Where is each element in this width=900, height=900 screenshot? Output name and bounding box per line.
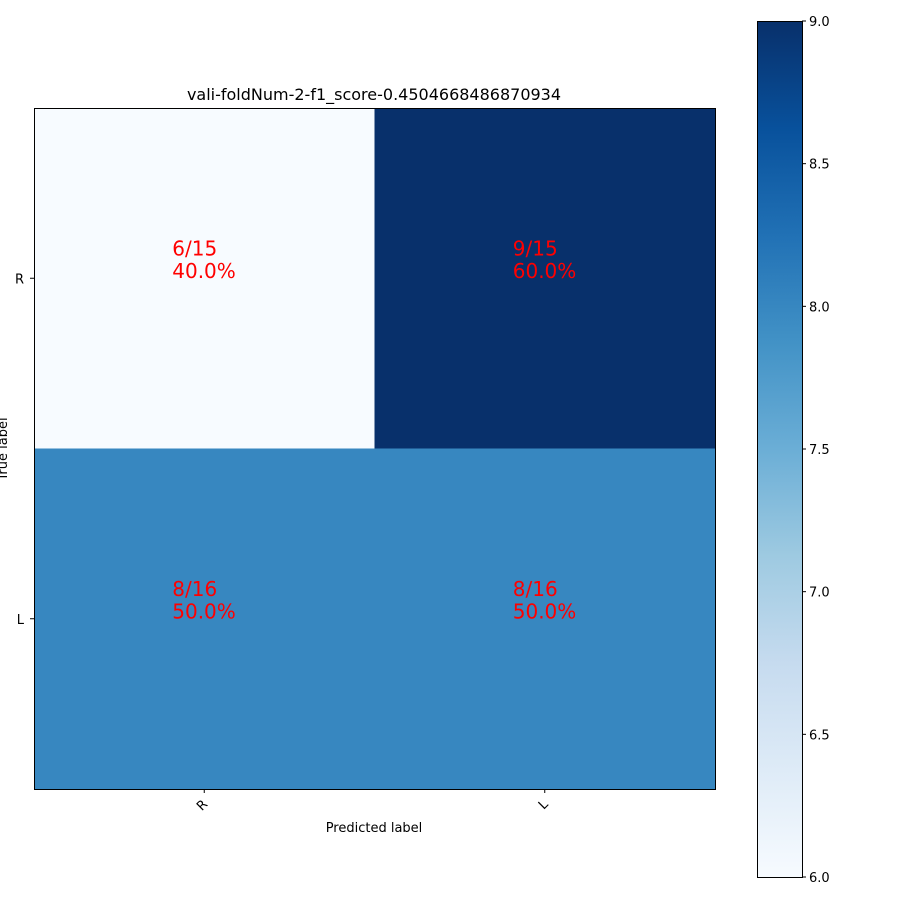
y-tick-label: R	[15, 272, 24, 287]
x-tick-label: L	[536, 797, 552, 813]
chart-title: vali-foldNum-2-f1_score-0.45046684868709…	[187, 85, 561, 105]
cell-annotation: 8/16 50.0%	[172, 577, 236, 624]
colorbar	[757, 21, 803, 878]
heatmap-cell	[374, 448, 716, 790]
colorbar-ticks: 6.0 6.5 7.0 7.5 8.0 8.5 9.0	[802, 15, 830, 886]
colorbar-tick-label: 8.5	[809, 158, 830, 173]
cell-annotation: 9/15 60.0%	[513, 236, 577, 283]
colorbar-tick-label: 6.5	[809, 728, 830, 743]
plot-frame	[34, 108, 716, 790]
heatmap-cell	[374, 108, 716, 449]
colorbar-tick-label: 7.0	[809, 586, 830, 601]
y-tick-label: L	[17, 613, 25, 628]
cell-annotation: 8/16 50.0%	[513, 577, 577, 624]
colorbar-tick-label: 8.0	[809, 300, 830, 315]
x-axis-label: Predicted label	[326, 821, 423, 836]
colorbar-tick-label: 6.0	[809, 871, 830, 886]
heatmap-cell	[34, 448, 375, 790]
cell-annotation: 6/15 40.0%	[172, 236, 236, 283]
heatmap-cells	[34, 108, 716, 790]
y-ticks: RL	[15, 272, 34, 628]
x-tick-label: R	[194, 797, 211, 814]
colorbar-tick-label: 9.0	[809, 15, 830, 30]
cell-annotations: 6/15 40.0% 9/15 60.0% 8/16 50.0% 8/16 50.0%	[172, 236, 576, 623]
colorbar-tick-label: 7.5	[809, 443, 830, 458]
heatmap-cell	[34, 108, 375, 449]
y-axis-label: True label	[0, 417, 11, 481]
